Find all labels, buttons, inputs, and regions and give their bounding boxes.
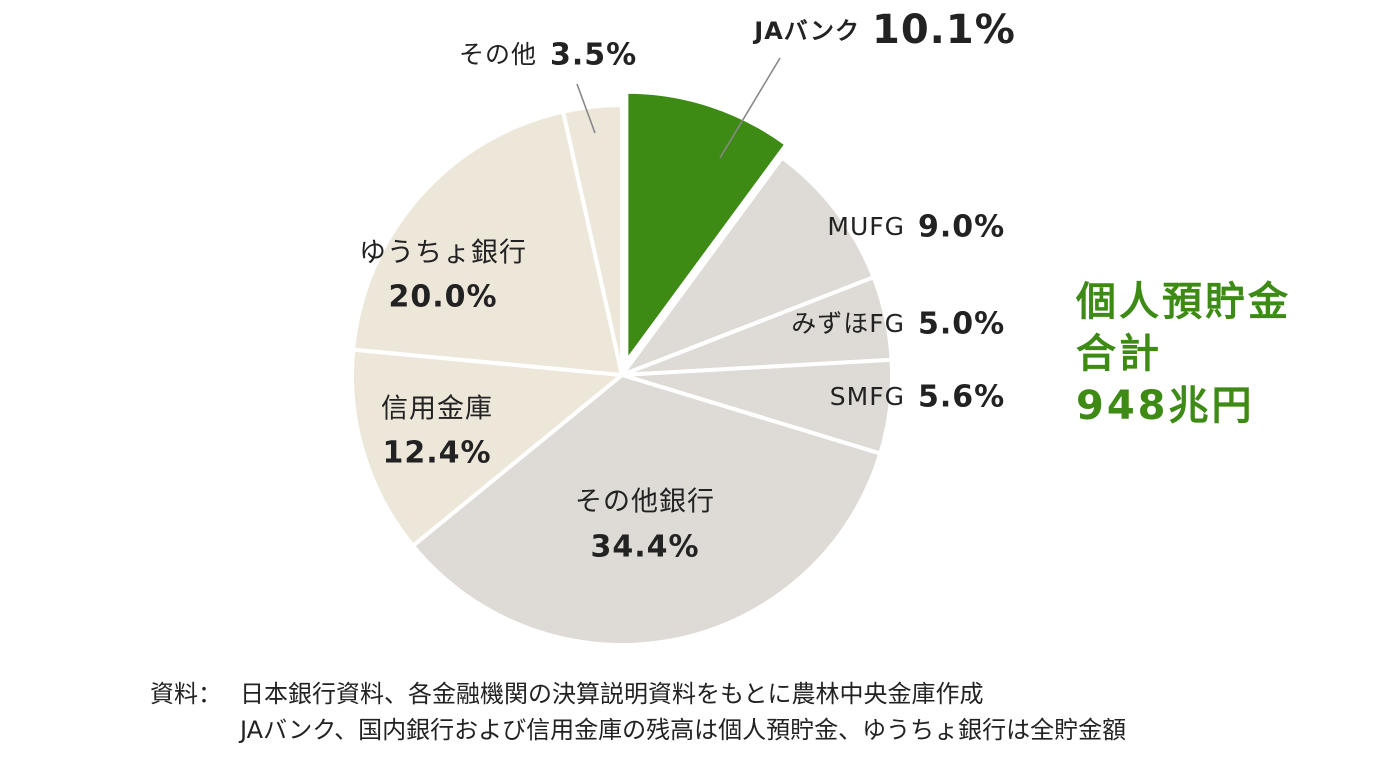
- slice-value-label: 5.0%: [918, 307, 1005, 342]
- leader-line: [576, 83, 596, 134]
- slice-labels: JAバンク 10.1% MUFG 9.0% みずほFG 5.0% SMFG 5.6% その他銀行…: [359, 7, 1016, 565]
- slice-name-label: JAバンク: [752, 17, 860, 45]
- source-note: 資料： 日本銀行資料、各金融機関の決算説明資料をもとに農林中央金庫作成 JAバン…: [150, 676, 1126, 748]
- slice-name-label: SMFG: [830, 382, 905, 411]
- slice-value-label: 10.1%: [872, 7, 1016, 53]
- slice-value-label: 34.4%: [590, 530, 699, 565]
- total-deposits-callout: 個人預貯金 合計 948兆円: [1076, 276, 1291, 432]
- pie-slices: [350, 89, 894, 647]
- source-label: 資料：: [150, 680, 222, 708]
- leader-lines: [576, 57, 781, 159]
- slice-value-label: 9.0%: [918, 210, 1005, 245]
- slice-ja: [624, 89, 789, 364]
- source-line-1: 日本銀行資料、各金融機関の決算説明資料をもとに農林中央金庫作成: [240, 680, 984, 708]
- slice-mufg: [620, 155, 876, 377]
- slice-item-5: [350, 347, 624, 548]
- source-line-2: JAバンク、国内銀行および信用金庫の残高は個人預貯金、ゆうちょ銀行は全貯金額: [240, 716, 1127, 744]
- slice-name-label: みずほFG: [791, 309, 905, 338]
- total-line-1: 個人預貯金: [1076, 279, 1291, 325]
- leader-line: [719, 57, 781, 159]
- slice-name-label: MUFG: [827, 212, 905, 241]
- total-line-3: 948兆円: [1076, 383, 1255, 429]
- slice-name-label: 信用金庫: [381, 394, 493, 425]
- slice-value-label: 3.5%: [550, 38, 637, 73]
- slice-name-label: その他銀行: [575, 487, 715, 518]
- slice-item-6: [351, 109, 624, 377]
- slice-name-label: ゆうちょ銀行: [359, 238, 527, 269]
- total-line-2: 合計: [1076, 331, 1162, 377]
- slice-item-7: [561, 103, 624, 377]
- slice-value-label: 20.0%: [388, 280, 497, 315]
- slice-name-label: その他: [459, 40, 537, 69]
- slice-value-label: 12.4%: [382, 436, 491, 471]
- slice-value-label: 5.6%: [918, 380, 1005, 415]
- slice-item-4: [410, 373, 883, 647]
